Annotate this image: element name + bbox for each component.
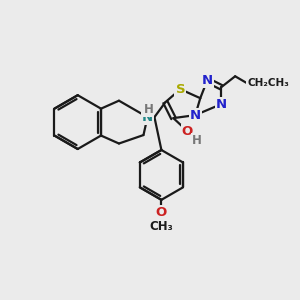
Text: O: O: [182, 124, 193, 138]
Text: H: H: [192, 134, 202, 146]
Text: CH₂CH₃: CH₂CH₃: [247, 78, 289, 88]
Text: CH₃: CH₃: [149, 220, 173, 233]
Text: N: N: [216, 98, 227, 111]
Text: N: N: [190, 109, 201, 122]
Text: H: H: [143, 103, 153, 116]
Text: S: S: [176, 83, 185, 96]
Text: N: N: [202, 74, 213, 87]
Text: N: N: [142, 111, 153, 124]
Text: O: O: [156, 206, 167, 219]
